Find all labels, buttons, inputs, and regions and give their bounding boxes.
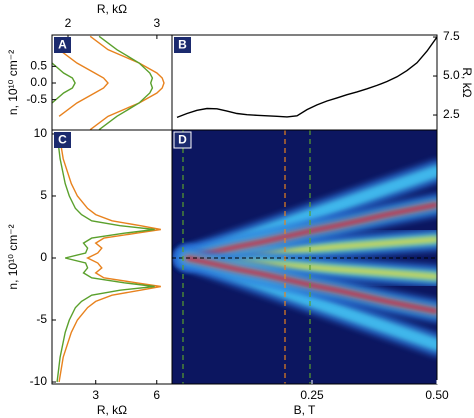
panel-frame bbox=[171, 34, 438, 131]
curve bbox=[56, 133, 155, 383]
y-tick-label: 5.0 bbox=[443, 68, 460, 82]
plot-area bbox=[176, 36, 437, 119]
x-tick-label: 3 bbox=[92, 388, 99, 402]
curve bbox=[176, 36, 437, 119]
y-tick-label: 0.5 bbox=[30, 59, 47, 73]
y-tick-label: -5 bbox=[36, 312, 47, 326]
x-axis-label: B, T bbox=[294, 403, 316, 417]
panel-letter: C bbox=[58, 133, 67, 147]
y-tick-label: 5 bbox=[40, 188, 47, 202]
curve bbox=[98, 35, 154, 130]
plot-area bbox=[56, 133, 161, 383]
ridge bbox=[184, 202, 437, 261]
panel-letter-box bbox=[54, 37, 71, 53]
curve bbox=[52, 62, 76, 104]
x-tick-label: 0.25 bbox=[300, 388, 324, 402]
x-tick-label: 3 bbox=[154, 16, 161, 30]
y-tick-label: 2.5 bbox=[443, 107, 460, 121]
plot-area bbox=[172, 130, 437, 384]
y-tick-label: 0 bbox=[40, 250, 47, 264]
curve bbox=[58, 49, 109, 117]
x-tick-label: 2 bbox=[65, 16, 72, 30]
y-axis-label: R, kΩ bbox=[460, 67, 474, 97]
curve bbox=[89, 35, 165, 130]
ridge bbox=[184, 255, 437, 314]
y-axis-label: n, 10¹⁰ cm⁻² bbox=[6, 50, 20, 115]
y-axis-label: n, 10¹⁰ cm⁻² bbox=[6, 224, 20, 289]
y-tick-label: 10 bbox=[34, 126, 48, 140]
y-tick-label: -10 bbox=[30, 374, 48, 388]
x-tick-label: 6 bbox=[153, 388, 160, 402]
y-tick-label: -0.5 bbox=[26, 92, 47, 106]
panel-letter-box bbox=[174, 37, 191, 53]
x-axis-label: R, kΩ bbox=[97, 403, 127, 417]
curve bbox=[58, 133, 161, 383]
panel-letter: B bbox=[178, 38, 187, 52]
panel-letter: A bbox=[58, 38, 67, 52]
panel-letter-box bbox=[54, 132, 71, 148]
x-axis-label: R, kΩ bbox=[97, 2, 127, 16]
plot-area bbox=[52, 35, 165, 130]
panel-letter-box bbox=[173, 131, 192, 149]
x-tick-label: 0.50 bbox=[425, 388, 449, 402]
y-tick-label: 0.0 bbox=[30, 75, 47, 89]
panel-frame bbox=[171, 129, 438, 385]
panel-letter: D bbox=[178, 133, 187, 147]
y-tick-label: 7.5 bbox=[443, 29, 460, 43]
